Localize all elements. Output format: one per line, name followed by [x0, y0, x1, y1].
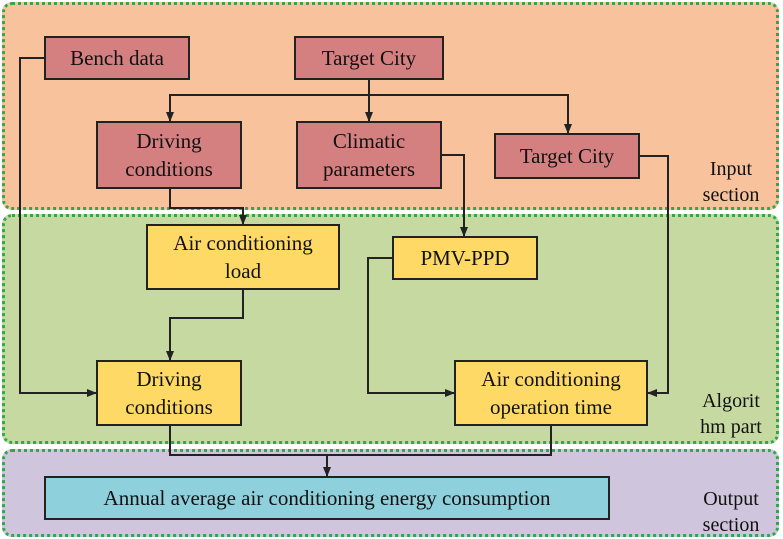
arrow-bench-to-driving [19, 57, 97, 397]
output-section-label: Output section [702, 488, 760, 536]
annual-energy-box: Annual average air conditioning energy c… [44, 476, 610, 520]
arrow-climatic-to-pmv [442, 154, 468, 237]
arrow-split-to-target-right [369, 94, 572, 134]
arrow-target-to-optime [640, 155, 669, 397]
arrow-driving-to-load [169, 189, 247, 225]
target-city-top-box: Target City [294, 36, 444, 80]
arrow-load-to-driving [166, 290, 244, 361]
arrow-split-to-driving [166, 94, 369, 122]
climatic-parameters-box: Climatic parameters [296, 121, 442, 189]
algorithm-section-label: Algorit hm part [700, 390, 762, 438]
line-driving-to-merge [169, 426, 552, 456]
ac-load-box: Air conditioning load [146, 224, 340, 290]
driving-conditions-input-box: Driving conditions [96, 121, 242, 189]
target-city-right-box: Target City [494, 133, 640, 179]
input-section-label: Input section [702, 158, 760, 206]
arrow-pmv-to-optime [367, 257, 455, 397]
ac-operation-time-box: Air conditioning operation time [454, 360, 648, 426]
driving-conditions-algo-box: Driving conditions [96, 360, 242, 426]
pmv-ppd-box: PMV-PPD [392, 236, 538, 280]
bench-data-box: Bench data [44, 36, 190, 80]
